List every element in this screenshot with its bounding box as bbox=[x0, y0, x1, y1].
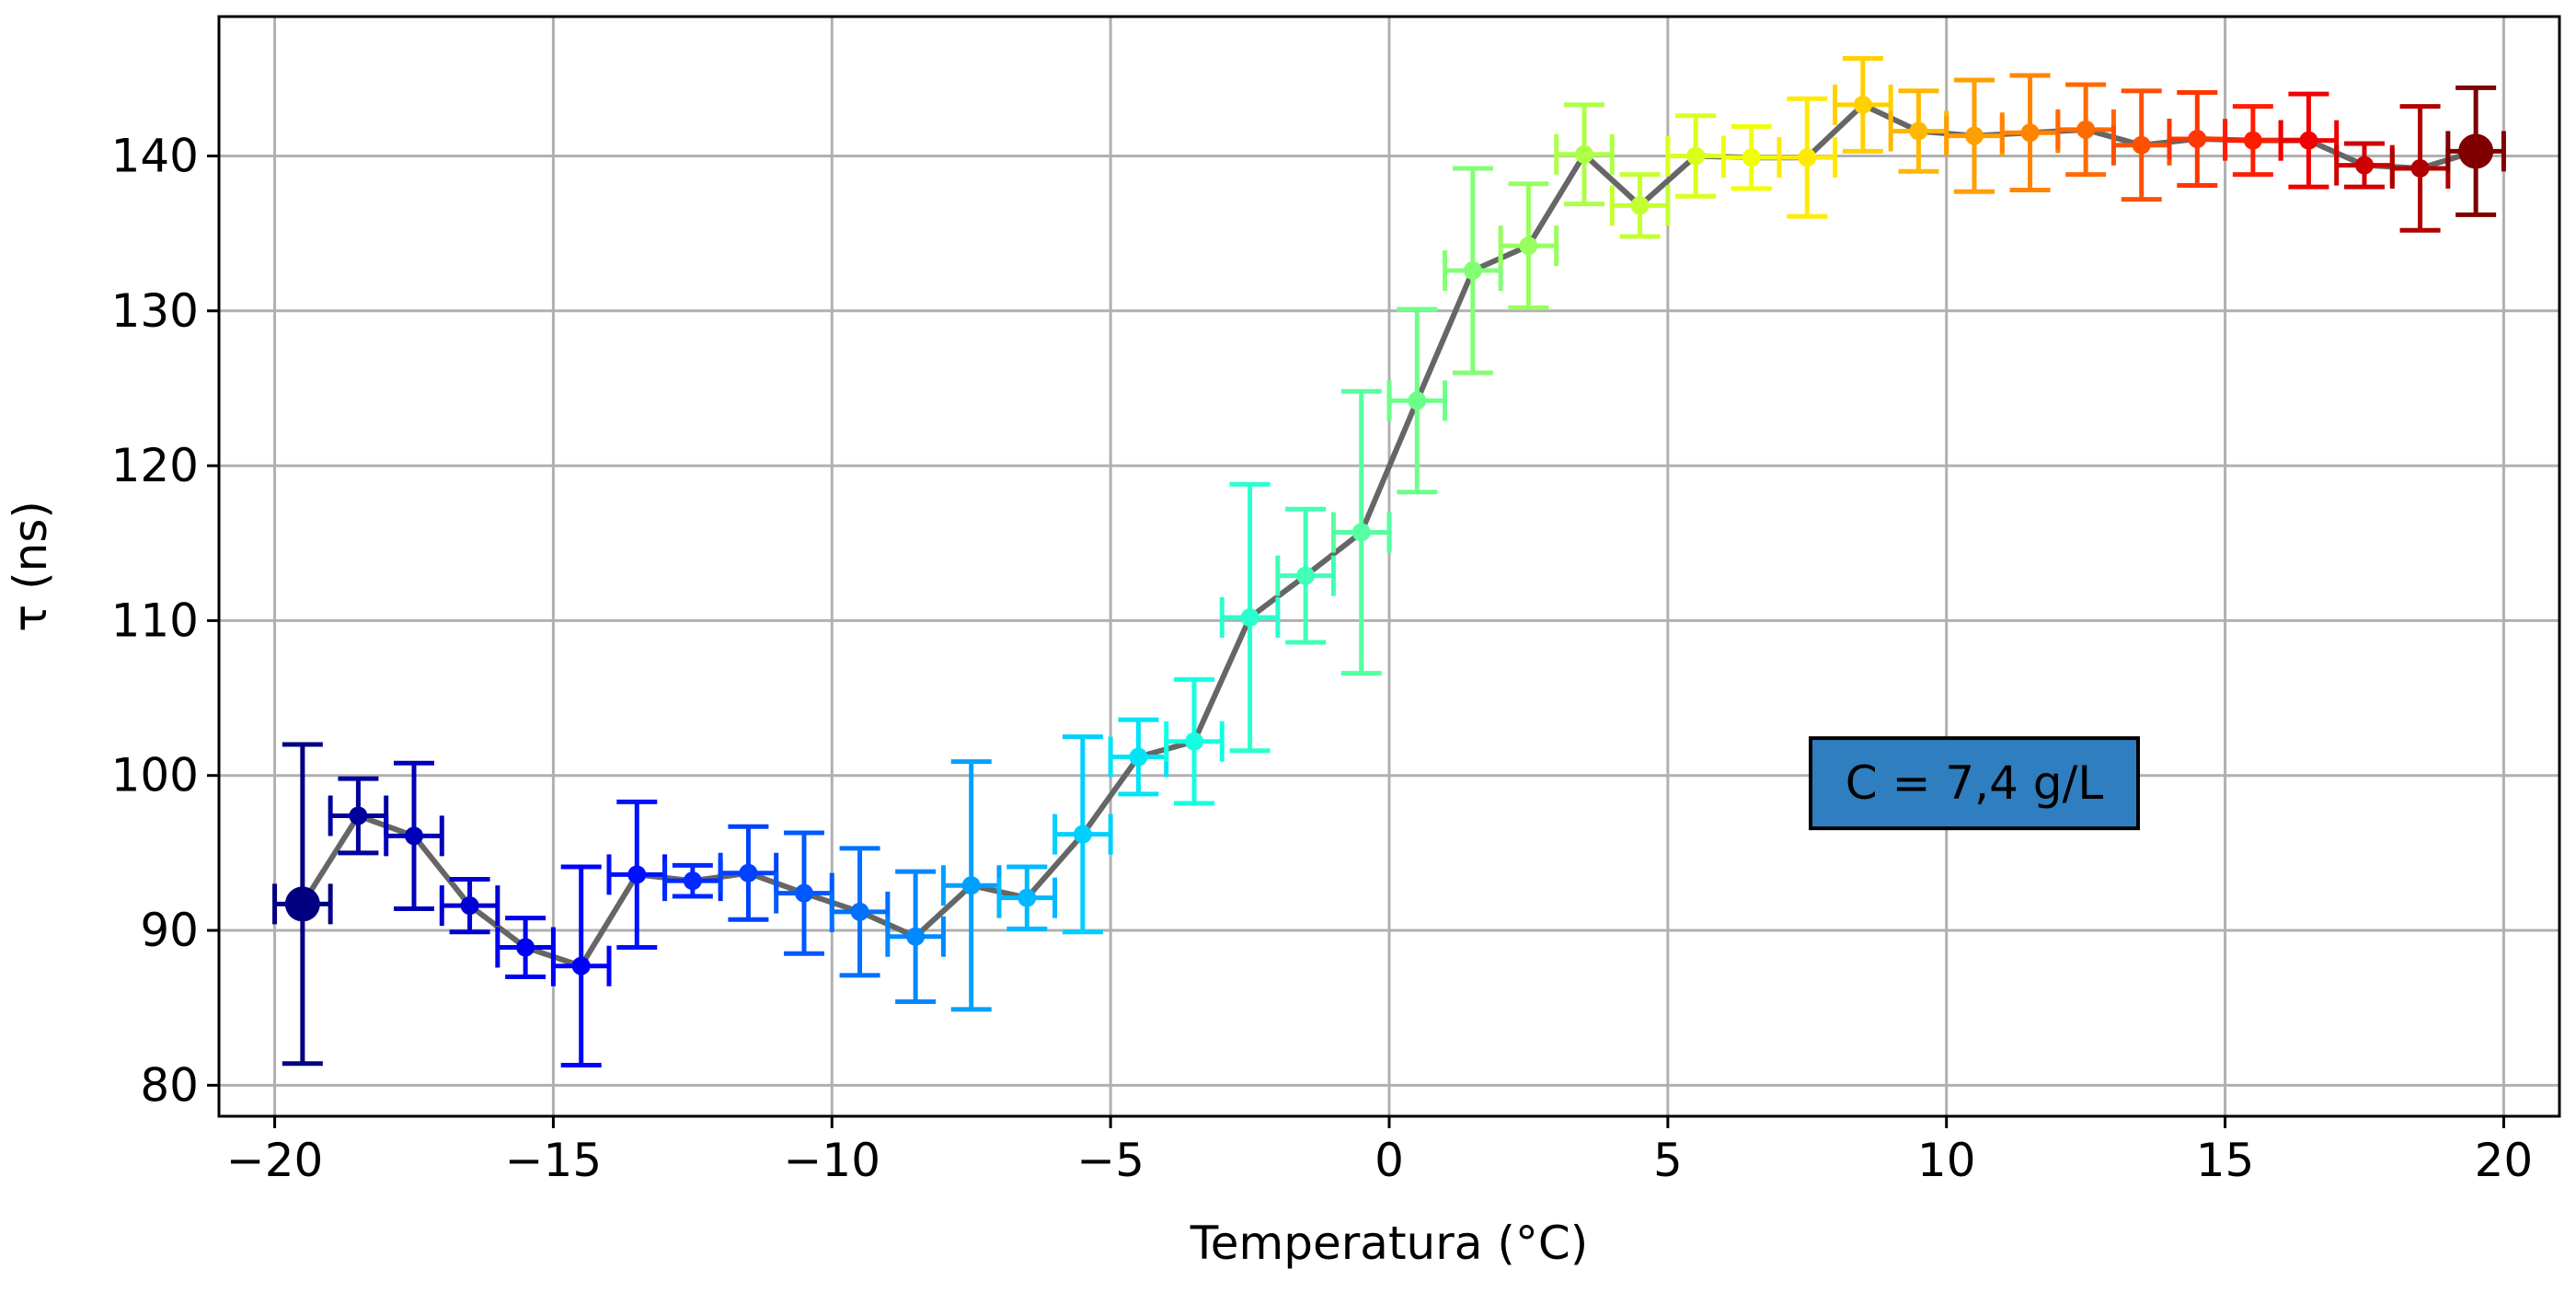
error-bar bbox=[439, 876, 500, 935]
data-point bbox=[571, 956, 591, 975]
data-point bbox=[516, 938, 535, 957]
data-point bbox=[2132, 135, 2151, 155]
y-tick-label: 100 bbox=[111, 749, 199, 802]
x-tick-label: 0 bbox=[1374, 1134, 1404, 1187]
data-point bbox=[1798, 148, 1817, 167]
y-tick-label: 80 bbox=[140, 1058, 199, 1112]
x-tick-label: 5 bbox=[1653, 1134, 1683, 1187]
y-ticks: 80 90 100 110 120 130 140 bbox=[111, 129, 219, 1112]
data-point bbox=[1686, 146, 1706, 166]
data-point bbox=[1296, 566, 1316, 585]
data-point bbox=[1742, 148, 1761, 167]
data-point bbox=[1240, 608, 1259, 628]
data-point bbox=[1185, 732, 1203, 751]
data-point bbox=[460, 896, 479, 916]
y-tick-label: 90 bbox=[140, 904, 199, 957]
y-tick-label: 120 bbox=[111, 439, 199, 492]
x-tick-label: −20 bbox=[226, 1134, 324, 1187]
data-point bbox=[1853, 95, 1872, 114]
data-point bbox=[2076, 120, 2096, 139]
data-point bbox=[1630, 196, 1650, 215]
x-tick-label: 10 bbox=[1917, 1134, 1976, 1187]
data-point bbox=[1463, 261, 1482, 281]
data-point bbox=[405, 826, 423, 846]
data-point bbox=[1351, 523, 1371, 542]
x-tick-label: 15 bbox=[2196, 1134, 2255, 1187]
annotation-text: C = 7,4 g/L bbox=[1846, 756, 2104, 810]
data-point bbox=[683, 871, 702, 891]
data-point bbox=[1073, 825, 1092, 844]
data-point bbox=[961, 876, 981, 895]
data-point bbox=[1575, 144, 1593, 164]
x-axis-label: Temperatura (°C) bbox=[1190, 1217, 1589, 1270]
data-point bbox=[850, 902, 869, 921]
data-point bbox=[1408, 391, 1427, 410]
data-point bbox=[2299, 131, 2318, 150]
annotation-box bbox=[1809, 736, 2140, 831]
data-point bbox=[2188, 129, 2207, 148]
data-point bbox=[795, 883, 813, 903]
x-tick-label: −15 bbox=[505, 1134, 603, 1187]
data-points bbox=[284, 95, 2494, 975]
y-tick-label: 140 bbox=[111, 129, 199, 182]
data-point bbox=[1519, 236, 1538, 256]
x-tick-label: 20 bbox=[2475, 1134, 2534, 1187]
grid bbox=[219, 17, 2559, 1116]
data-point bbox=[1129, 747, 1148, 767]
concentration-annotation: C = 7,4 g/L bbox=[1809, 736, 2140, 831]
data-point bbox=[1909, 121, 1928, 141]
y-axis-label: τ (ns) bbox=[4, 501, 57, 632]
y-tick-label: 110 bbox=[111, 594, 199, 647]
x-tick-label: −5 bbox=[1076, 1134, 1144, 1187]
data-point bbox=[2458, 133, 2494, 169]
data-point bbox=[349, 806, 368, 825]
data-point bbox=[627, 865, 647, 884]
data-point bbox=[2355, 156, 2374, 175]
data-point bbox=[1018, 888, 1037, 907]
data-point bbox=[1965, 126, 1984, 145]
data-point bbox=[2020, 123, 2040, 143]
x-tick-label: −10 bbox=[784, 1134, 881, 1187]
data-point bbox=[906, 927, 926, 946]
data-point bbox=[739, 863, 758, 882]
y-tick-label: 130 bbox=[111, 284, 199, 338]
data-point bbox=[2243, 131, 2262, 150]
data-point bbox=[2410, 158, 2430, 178]
data-point bbox=[284, 886, 320, 922]
x-ticks: −20 −15 −10 −5 0 5 10 15 20 bbox=[226, 1116, 2533, 1187]
